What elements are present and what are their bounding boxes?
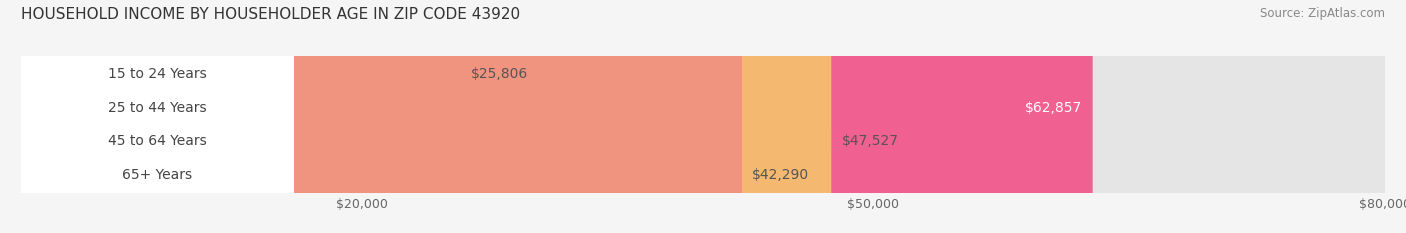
FancyBboxPatch shape	[21, 0, 1385, 233]
FancyBboxPatch shape	[21, 0, 294, 233]
Text: $47,527: $47,527	[842, 134, 898, 148]
FancyBboxPatch shape	[21, 0, 1385, 233]
Text: $62,857: $62,857	[1025, 101, 1083, 115]
FancyBboxPatch shape	[21, 0, 831, 233]
FancyBboxPatch shape	[21, 0, 1092, 233]
Text: 25 to 44 Years: 25 to 44 Years	[108, 101, 207, 115]
FancyBboxPatch shape	[21, 0, 294, 233]
Text: $42,290: $42,290	[752, 168, 810, 182]
Text: 65+ Years: 65+ Years	[122, 168, 193, 182]
Text: 15 to 24 Years: 15 to 24 Years	[108, 67, 207, 81]
Text: 45 to 64 Years: 45 to 64 Years	[108, 134, 207, 148]
Text: HOUSEHOLD INCOME BY HOUSEHOLDER AGE IN ZIP CODE 43920: HOUSEHOLD INCOME BY HOUSEHOLDER AGE IN Z…	[21, 7, 520, 22]
FancyBboxPatch shape	[21, 0, 294, 233]
FancyBboxPatch shape	[21, 0, 294, 233]
FancyBboxPatch shape	[21, 0, 1385, 233]
Text: Source: ZipAtlas.com: Source: ZipAtlas.com	[1260, 7, 1385, 20]
FancyBboxPatch shape	[21, 0, 742, 233]
FancyBboxPatch shape	[21, 0, 461, 233]
Text: $25,806: $25,806	[471, 67, 529, 81]
FancyBboxPatch shape	[21, 0, 1385, 233]
